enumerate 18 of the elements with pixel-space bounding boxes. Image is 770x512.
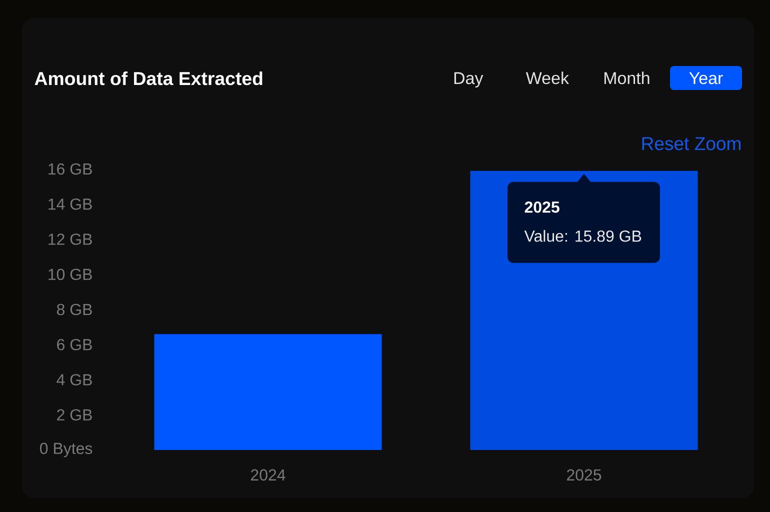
annotation: 2025 [524,201,560,213]
y-tick-label: 16 GB [48,163,92,175]
text: Week [526,72,570,84]
y-tick-label: 0 Bytes [40,442,92,458]
y-tick-label: 4 GB [56,374,92,386]
x-tick-label: 2024 [251,469,286,481]
annotation: Value: 15.89 GB [524,230,642,242]
text: Year [689,72,723,84]
text: Reset Zoom [642,137,740,150]
y-tick-label: 6 GB [57,338,92,350]
text: Day [454,72,484,88]
chart-title: Amount of Data Extracted [34,71,262,86]
y-tick-label: 10 GB [48,268,92,280]
y-tick-label: 2 GB [57,409,92,421]
y-tick-label: 8 GB [56,304,92,316]
y-tick-label: 14 GB [48,198,92,210]
text: Month [604,72,650,84]
y-tick-label: 12 GB [48,234,92,245]
